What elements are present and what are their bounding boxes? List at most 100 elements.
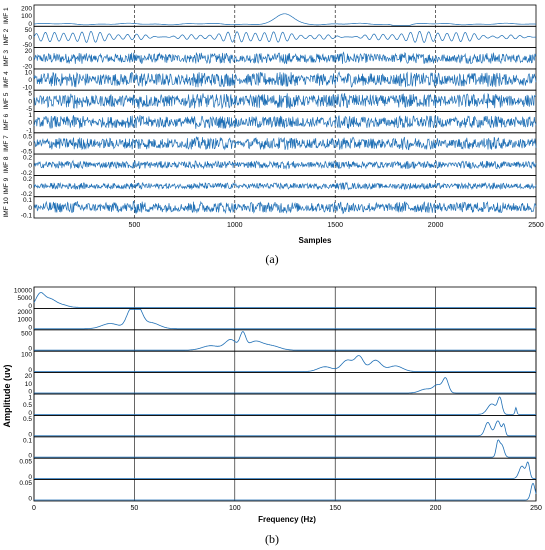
panel-a-y-tick-label: -50 [23, 42, 33, 49]
panel-a-y-tick-label: 0.2 [23, 176, 32, 183]
panel-b-spectrum-line [34, 461, 536, 479]
panel-a-y-tick-label: 10 [25, 69, 33, 76]
panel-b-x-tick-label: 250 [530, 505, 542, 512]
panel-b-y-tick-label: 0 [28, 431, 32, 438]
panel-a-row-label: IMF 3 [3, 50, 10, 67]
panel-b-subplot-frame [33, 479, 537, 502]
panel-a-y-tick-label: -1 [26, 127, 32, 134]
panel-a-series-line [33, 181, 537, 191]
panel-b-x-axis-label: Frequency (Hz) [258, 515, 316, 524]
panel-a-row-label: IMF 10 [3, 197, 10, 218]
panel-a-row-label: IMF 4 [3, 71, 10, 88]
panel-a-series-line [34, 13, 536, 26]
panel-a-y-tick-label: 0 [28, 56, 32, 63]
panel-b-y-tick-label: 2000 [18, 309, 33, 316]
panel-b-spectrum-line [34, 439, 536, 458]
panel-b-y-tick-label: 1000 [18, 317, 33, 324]
panel-a-y-tick-label: -0.2 [21, 191, 33, 198]
panel-b-y-tick-label: 20 [25, 373, 33, 380]
panel-a-y-tick-label: 0 [28, 184, 32, 191]
panel-b-y-tick-label: 0 [28, 367, 32, 374]
panel-b-y-tick-label: 0.05 [19, 459, 32, 466]
panel-a-x-tick-label: 2500 [528, 222, 544, 229]
panel-a-y-tick-label: 0 [28, 77, 32, 84]
panel-a-y-tick-label: 0.1 [23, 197, 32, 204]
panel-a-y-tick-label: 0 [28, 34, 32, 41]
panel-a-series-line [33, 136, 537, 151]
panel-b-x-tick-label: 100 [229, 505, 241, 512]
panel-a-row-label: IMF 9 [3, 177, 10, 194]
panel-a-row-label: IMF 7 [3, 135, 10, 152]
panel-a-y-tick-label: -20 [23, 63, 33, 70]
panel-a-y-tick-label: 0 [28, 120, 32, 127]
panel-b-x-tick-label: 50 [131, 505, 139, 512]
panel-a-y-tick-label: 0 [28, 162, 32, 169]
panel-a-series-line [33, 30, 537, 43]
panel-a-series-line [33, 115, 537, 130]
panel-a-y-tick-label: 0.2 [23, 155, 32, 162]
panel-a-y-tick-label: 0.5 [23, 133, 32, 140]
panel-a-row-label: IMF 8 [3, 156, 10, 173]
panel-b-subplot-frame [33, 457, 537, 481]
panel-b-spectrum-line [34, 482, 537, 501]
panel-a-x-tick-label: 1000 [227, 222, 243, 229]
panel-a-y-tick-label: 0 [28, 98, 32, 105]
panel-a-y-tick-label: 5 [28, 91, 32, 98]
panel-b-spectrum-line [34, 420, 536, 437]
panel-a-x-tick-label: 2000 [428, 222, 444, 229]
panel-b-y-axis-label: Amplitude (uv) [2, 365, 12, 428]
panel-a-x-tick-label: 1500 [327, 222, 343, 229]
panel-b-spectrum-line [34, 309, 536, 330]
panel-a-x-tick-label: 500 [129, 222, 141, 229]
panel-b-y-tick-label: 0 [28, 496, 32, 503]
panel-b-subplot-frame [33, 436, 537, 459]
panel-b-spectrum-line [34, 331, 536, 351]
panel-b-subplot-frame [33, 307, 537, 331]
panel-a-series-line [33, 200, 537, 215]
panel-a-series-line [33, 51, 537, 65]
panel-b-subplot-frame [33, 393, 537, 416]
panel-a-y-tick-label: 50 [25, 27, 33, 34]
panel-b-y-tick-label: 0.1 [23, 437, 32, 444]
panel-b-x-tick-label: 150 [329, 505, 341, 512]
panel-b-y-tick-label: 10000 [14, 288, 32, 295]
panel-b-spectrum-line [34, 396, 536, 415]
panel-b-y-tick-label: 0 [28, 389, 32, 396]
panel-b-spectrum-line [33, 292, 536, 308]
panel-b-y-tick-label: 1 [28, 395, 32, 402]
panel-a-series-line [33, 71, 537, 88]
panel-a-y-tick-label: -0.5 [21, 149, 33, 156]
panel-a-row-label: IMF 2 [3, 28, 10, 45]
panel-a-y-tick-label: 0 [28, 141, 32, 148]
panel-b-spectrum-line [34, 377, 536, 394]
panel-b-y-tick-label: 0.5 [23, 402, 32, 409]
panel-b-subplot-frame [33, 372, 537, 395]
panel-a-y-tick-label: -0.1 [21, 213, 33, 220]
panel-b-y-tick-label: 0 [28, 410, 32, 417]
panel-b-y-tick-label: 0 [28, 324, 32, 331]
panel-a-x-axis-label: Samples [299, 236, 332, 245]
panel-b-y-tick-label: 0 [28, 474, 32, 481]
panel-b-y-tick-label: 0.05 [19, 480, 32, 487]
panel-b-spectrum-line [34, 355, 536, 372]
panel-a-y-tick-label: 1 [28, 112, 32, 119]
panel-a-row-label: IMF 6 [3, 114, 10, 131]
panel-b-subplot-frame [33, 350, 537, 374]
panel-a-series-line [33, 159, 537, 170]
panel-a-caption: (a) [265, 252, 278, 266]
panel-b-subplot-frame [33, 329, 537, 352]
panel-b-subplot-frame [33, 414, 537, 438]
panel-b-y-tick-label: 0 [28, 346, 32, 353]
panel-b-y-tick-label: 0 [28, 303, 32, 310]
panel-a-y-tick-label: 0 [28, 21, 32, 28]
panel-b-y-tick-label: 0.5 [23, 416, 32, 423]
panel-a-y-tick-label: 100 [21, 13, 32, 20]
panel-b-y-tick-label: 0 [28, 453, 32, 460]
panel-a-y-tick-label: -10 [23, 85, 33, 92]
panel-b-x-tick-label: 200 [430, 505, 442, 512]
panel-a-y-tick-label: -5 [26, 106, 32, 113]
panel-a-subplot-frame [33, 4, 537, 27]
panel-a-series-line [33, 92, 537, 110]
panel-b-subplot-frame [33, 286, 537, 309]
panel-a-y-tick-label: 20 [25, 48, 33, 55]
